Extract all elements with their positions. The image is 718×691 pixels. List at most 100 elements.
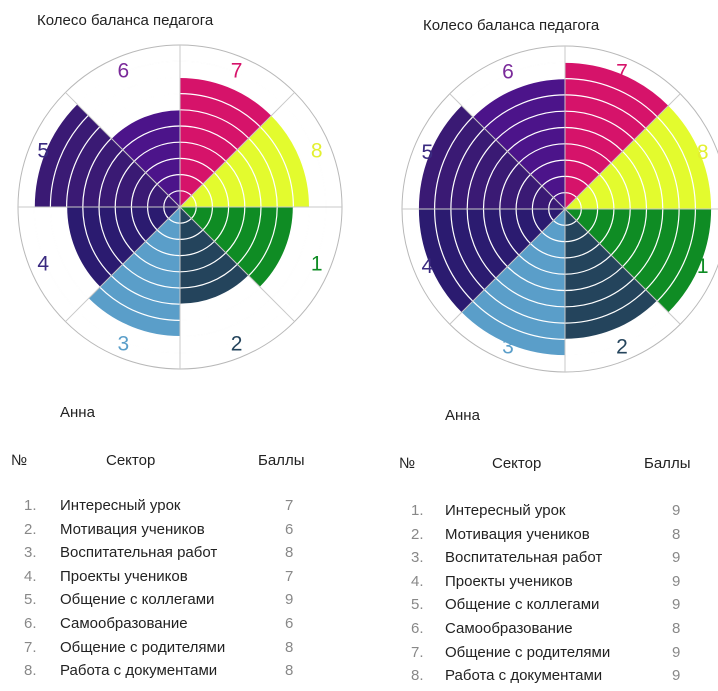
row-sector: Работа с документами: [60, 662, 218, 680]
row-number: 5.: [411, 596, 424, 614]
sector-wedge-5: [418, 105, 565, 209]
row-score: 8: [672, 619, 681, 637]
row-sector: Интересный урок: [445, 502, 566, 519]
table-row: 1. Интересный урок 7: [0, 497, 359, 521]
sector-wedge-5: [34, 103, 181, 207]
row-number: 1.: [411, 502, 424, 519]
sector-number-label: 1: [311, 253, 323, 276]
row-score: 8: [285, 544, 294, 562]
sector-number-label: 1: [697, 255, 709, 278]
row-sector: Общение с родителями: [445, 643, 611, 661]
row-number: 7.: [24, 638, 37, 656]
table-row: 8. Работа с документами 9: [359, 667, 718, 691]
row-score: 6: [285, 520, 294, 538]
sector-number-label: 8: [311, 139, 323, 162]
row-number: 8.: [411, 667, 424, 685]
row-sector: Самообразование: [60, 614, 188, 632]
row-score: 9: [672, 502, 681, 519]
row-number: 8.: [24, 662, 37, 680]
row-sector: Самообразование: [445, 619, 573, 637]
row-number: 6.: [24, 614, 37, 632]
sector-wedge-4: [66, 207, 180, 288]
row-score: 7: [285, 567, 294, 585]
grid-spoke: [65, 206, 181, 322]
chart-title: Колесо баланса педагога: [37, 12, 214, 29]
balance-wheel-chart: 1 2 3 4 5 6 7 8: [401, 45, 718, 373]
sector-wedge-2: [180, 207, 249, 305]
sector-wedge-8: [565, 105, 712, 209]
row-number: 3.: [411, 549, 424, 567]
grid-spoke: [179, 92, 295, 208]
row-score: 9: [285, 591, 294, 609]
sector-number-label: 7: [616, 60, 628, 83]
grid-spoke: [564, 208, 681, 325]
row-score: 7: [285, 497, 294, 514]
table-row: 3. Воспитательная работ 8: [0, 544, 359, 568]
header-score: Баллы: [258, 452, 305, 469]
row-number: 4.: [411, 572, 424, 590]
sector-wedge-6: [111, 109, 180, 207]
table-row: 7. Общение с родителями 8: [0, 639, 359, 663]
header-num: №: [11, 452, 28, 469]
table-row: 3. Воспитательная работ 9: [359, 549, 718, 573]
sector-number-label: 3: [118, 333, 130, 356]
sector-number-label: 2: [616, 336, 628, 359]
grid-spoke: [65, 92, 181, 208]
sector-wedge-2: [565, 209, 658, 340]
sector-number-label: 4: [421, 255, 433, 278]
row-number: 3.: [24, 544, 37, 562]
table-row: 5. Общение с коллегами 9: [0, 591, 359, 615]
sector-wedge-1: [180, 207, 294, 288]
sector-number-label: 8: [697, 141, 709, 164]
sector-wedge-3: [88, 207, 180, 337]
row-sector: Мотивация учеников: [60, 520, 205, 538]
row-score: 8: [285, 638, 294, 656]
sector-wedge-7: [565, 62, 669, 209]
table-row: 7. Общение с родителями 9: [359, 644, 718, 668]
header-sector: Сектор: [492, 455, 542, 472]
table-row: 4. Проекты учеников 9: [359, 573, 718, 597]
row-sector: Проекты учеников: [445, 572, 573, 590]
sector-number-label: 7: [231, 59, 243, 82]
table-row: 6. Самообразование 8: [359, 620, 718, 644]
sector-number-label: 6: [118, 59, 130, 82]
row-sector: Мотивация учеников: [445, 525, 590, 543]
sector-wedge-7: [180, 77, 272, 208]
sector-number-label: 4: [37, 253, 49, 276]
grid-spoke: [564, 93, 681, 210]
sector-number-label: 6: [502, 60, 514, 83]
sector-wedge-8: [180, 115, 310, 207]
row-number: 2.: [411, 525, 424, 543]
table-row: 1. Интересный урок 9: [359, 502, 718, 526]
table-row: 6. Самообразование 6: [0, 615, 359, 639]
chart-title: Колесо баланса педагога: [423, 17, 600, 34]
table-row: 4. Проекты учеников 7: [0, 568, 359, 592]
row-sector: Общение с коллегами: [445, 596, 600, 614]
row-score: 8: [672, 525, 681, 543]
table-row: 8. Работа с документами 8: [0, 662, 359, 686]
row-number: 4.: [24, 567, 37, 585]
row-score: 9: [672, 643, 681, 661]
row-score: 9: [672, 549, 681, 567]
row-score: 9: [672, 667, 681, 685]
row-score: 9: [672, 596, 681, 614]
sector-wedge-1: [565, 209, 712, 313]
row-number: 5.: [24, 591, 37, 609]
balance-wheel-chart: 1 2 3 4 5 6 7 8: [17, 44, 343, 370]
row-score: 9: [672, 572, 681, 590]
row-score: 6: [285, 614, 294, 632]
score-table: 1. Интересный урок 7 2. Мотивация учеников 6 3…: [0, 497, 359, 686]
table-row: 2. Мотивация учеников 6: [0, 521, 359, 545]
header-score: Баллы: [644, 455, 691, 472]
row-sector: Работа с документами: [445, 667, 603, 685]
sector-number-label: 5: [37, 139, 49, 162]
row-number: 7.: [411, 643, 424, 661]
row-score: 8: [285, 662, 294, 680]
row-sector: Общение с родителями: [60, 638, 226, 656]
row-sector: Проекты учеников: [60, 567, 188, 585]
header-sector: Сектор: [106, 452, 156, 469]
sector-number-label: 5: [421, 141, 433, 164]
row-number: 6.: [411, 619, 424, 637]
